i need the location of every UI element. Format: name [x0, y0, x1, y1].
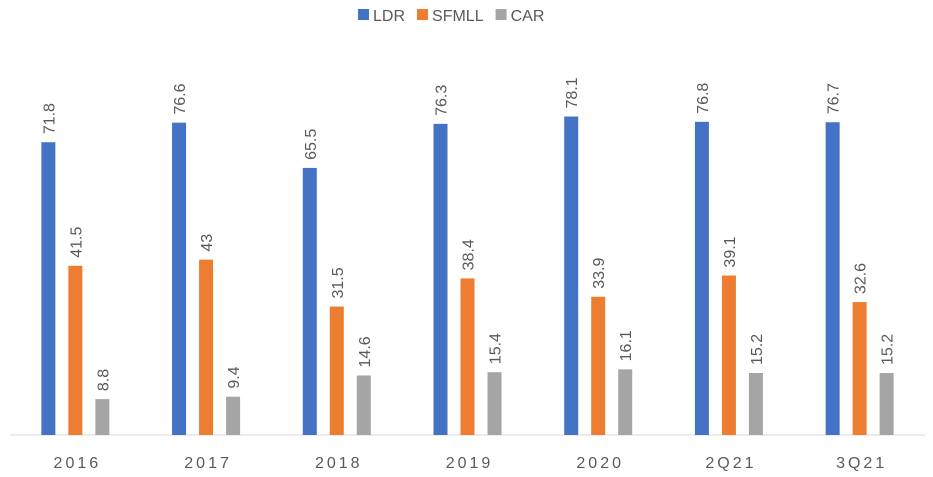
bar — [825, 122, 840, 436]
data-label: 15.2 — [880, 334, 897, 365]
data-label: 14.6 — [357, 336, 374, 367]
bar — [226, 396, 241, 435]
data-label: 9.4 — [226, 366, 243, 388]
data-label: 41.5 — [68, 227, 85, 258]
data-label: 38.4 — [461, 239, 478, 270]
data-label: 65.5 — [303, 129, 320, 160]
x-tick-label: 2016 — [54, 455, 102, 472]
bar — [618, 369, 633, 435]
data-label: 16.1 — [618, 330, 635, 361]
bar — [694, 121, 709, 436]
data-label: 8.8 — [95, 369, 112, 391]
bar — [68, 265, 83, 435]
bar — [41, 142, 56, 435]
legend-label: LDR — [373, 8, 405, 25]
bar — [721, 275, 736, 435]
data-label: 76.8 — [695, 83, 712, 114]
bar — [199, 259, 214, 435]
bar — [852, 302, 867, 435]
bar — [302, 167, 317, 435]
data-label: 76.7 — [826, 83, 843, 114]
data-label: 15.2 — [749, 334, 766, 365]
data-label: 78.1 — [564, 77, 581, 108]
bar — [564, 116, 579, 435]
legend-swatch — [358, 9, 369, 20]
bar — [95, 399, 110, 435]
bar — [591, 296, 606, 435]
data-label: 43 — [199, 234, 216, 252]
bar — [433, 123, 448, 436]
bar — [460, 278, 475, 435]
bar — [748, 373, 763, 435]
data-label: 32.6 — [853, 263, 870, 294]
data-label: 33.9 — [591, 258, 608, 289]
x-tick-label: 2019 — [446, 455, 494, 472]
data-label: 39.1 — [722, 236, 739, 267]
x-tick-label: 2017 — [184, 455, 232, 472]
data-label: 31.5 — [330, 267, 347, 298]
bar — [487, 372, 502, 435]
data-label: 71.8 — [41, 103, 58, 134]
x-tick-label: 2020 — [576, 455, 624, 472]
bar — [879, 373, 894, 435]
legend-label: CAR — [511, 8, 545, 25]
legend-swatch — [495, 9, 507, 20]
legend-label: SFMLL — [432, 8, 484, 25]
bar — [172, 122, 187, 436]
data-label: 76.6 — [172, 83, 189, 114]
data-label: 15.4 — [488, 333, 505, 364]
x-tick-label: 3Q21 — [836, 455, 887, 472]
x-tick-label: 2Q21 — [705, 455, 756, 472]
bar — [356, 375, 371, 435]
x-tick-label: 2018 — [315, 455, 363, 472]
legend-swatch — [417, 9, 429, 20]
data-label: 76.3 — [434, 85, 451, 116]
bar — [329, 306, 344, 435]
